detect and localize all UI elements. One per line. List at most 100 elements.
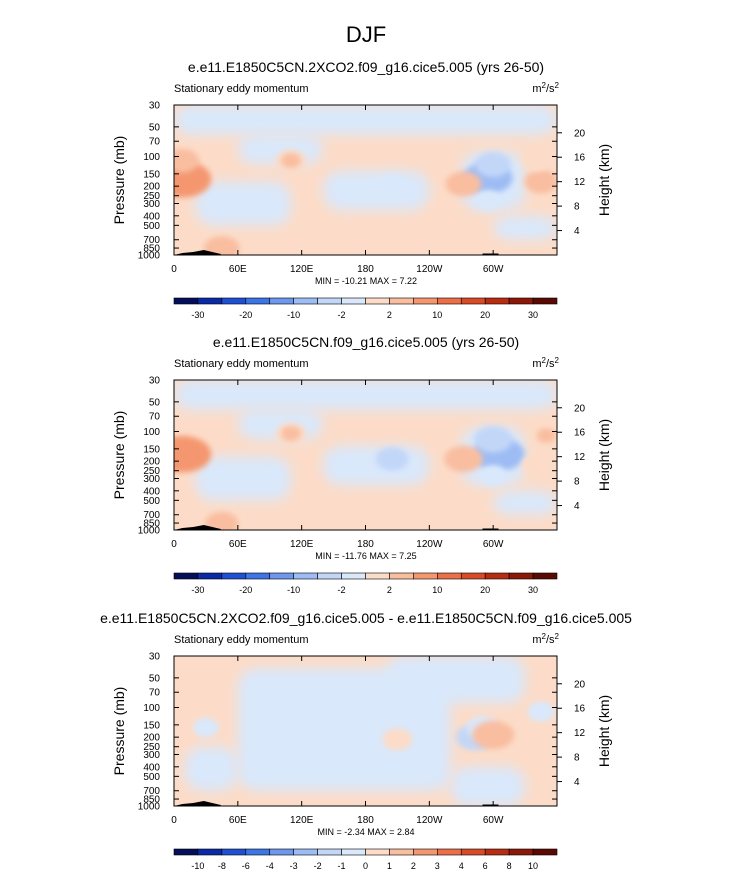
contour-feature (486, 730, 500, 740)
colorbar-label: -30 (191, 310, 204, 320)
y-tick-label: 300 (143, 474, 160, 485)
x-tick-label: 0 (171, 539, 177, 550)
colorbar-label: 3 (435, 861, 440, 871)
colorbar-swatch (508, 572, 534, 580)
colorbar-swatch (508, 848, 534, 856)
contour-feature (216, 244, 228, 253)
x-tick-label: 120E (290, 539, 314, 550)
panel-title: e.e11.E1850C5CN.2XCO2.f09_g16.cice5.005 … (188, 59, 544, 75)
y-tick-label: 400 (143, 211, 160, 222)
y-tick-label: 250 (143, 466, 160, 477)
y-tick-label: 50 (149, 122, 161, 133)
panel-title: e.e11.E1850C5CN.2XCO2.f09_g16.cice5.005 … (100, 610, 632, 626)
neutral-region (493, 490, 557, 515)
contour-feature (174, 173, 191, 185)
colorbar-label: 20 (480, 310, 490, 320)
neutral-region (322, 445, 430, 486)
colorbar-swatch (389, 572, 414, 580)
y-tick-label: 30 (149, 652, 161, 663)
colorbar-label: 4 (459, 861, 464, 871)
y-tick-label: 700 (143, 786, 160, 797)
x-tick-label: 60E (229, 815, 247, 826)
y-tick-label: 700 (143, 510, 160, 521)
contour-feature (487, 435, 500, 444)
panel-units: m2/s2 (532, 356, 559, 370)
colorbar-swatch (245, 848, 271, 856)
colorbar-swatch (221, 572, 247, 580)
x-tick-label: 60E (229, 539, 247, 550)
y-tick-label: 1000 (138, 251, 161, 262)
panel-units: m2/s2 (532, 81, 559, 95)
contour-feature (174, 448, 191, 460)
contour-feature (386, 455, 398, 463)
contour-field (174, 656, 557, 806)
colorbar-swatch (413, 848, 438, 856)
x-tick-label: 120W (416, 264, 443, 275)
colorbar-label: -30 (191, 585, 204, 595)
x-tick-label: 120W (416, 539, 443, 550)
contour-feature (174, 733, 184, 741)
colorbar-label: 0 (363, 861, 368, 871)
colorbar-swatch (173, 848, 199, 856)
contour-feature (216, 519, 228, 528)
contour-feature (457, 454, 470, 464)
height-tick-label: 16 (574, 153, 586, 164)
y2-axis-label: Height (km) (596, 144, 612, 216)
neutral-region (184, 746, 238, 791)
contour-feature (248, 246, 259, 255)
colorbar-label: 30 (528, 310, 538, 320)
x-tick-label: 60W (483, 264, 504, 275)
panel-left-label: Stationary eddy momentum (174, 634, 309, 646)
colorbar-swatch (245, 297, 271, 305)
height-tick-label: 20 (574, 679, 586, 690)
colorbar-swatch (341, 848, 366, 856)
colorbar-label: -8 (218, 861, 226, 871)
neutral-region (195, 456, 292, 501)
colorbar-swatch (221, 297, 247, 305)
y-tick-label: 300 (143, 750, 160, 761)
height-tick-label: 20 (574, 403, 586, 414)
y-tick-label: 400 (143, 762, 160, 773)
colorbar-swatch (460, 297, 486, 305)
colorbar-swatch (341, 297, 366, 305)
y-tick-label: 400 (143, 486, 160, 497)
panel-left-label: Stationary eddy momentum (174, 83, 309, 95)
colorbar-swatch (317, 848, 342, 856)
colorbar-swatch (437, 572, 462, 580)
x-tick-label: 180 (357, 539, 374, 550)
y-tick-label: 100 (143, 427, 160, 438)
contour-feature (177, 156, 188, 165)
colorbar-swatch (532, 572, 558, 580)
contour-feature (487, 160, 499, 169)
chart-panel-2: e.e11.E1850C5CN.f09_g16.cice5.005 (yrs 2… (111, 334, 612, 595)
topography-andes (482, 528, 499, 530)
colorbar-label: -3 (290, 861, 298, 871)
chart-panel-1: e.e11.E1850C5CN.2XCO2.f09_g16.cice5.005 … (111, 59, 612, 320)
colorbar-swatch (317, 297, 342, 305)
panel-left-label: Stationary eddy momentum (174, 358, 309, 370)
height-tick-label: 4 (574, 226, 580, 237)
y-tick-label: 100 (143, 152, 160, 163)
min-max-stats: MIN = -11.76 MAX = 7.25 (315, 551, 416, 561)
neutral-region (195, 181, 292, 226)
y-axis-label: Pressure (mb) (111, 136, 127, 225)
colorbar-swatch (221, 848, 247, 856)
y2-axis-label: Height (km) (596, 419, 612, 491)
colorbar-swatch (365, 297, 390, 305)
colorbar-swatch (532, 848, 558, 856)
topography-andes (482, 804, 499, 806)
colorbar-swatch (389, 848, 414, 856)
colorbar-swatch (317, 572, 342, 580)
y-tick-label: 30 (149, 101, 161, 112)
neutral-region (174, 105, 557, 135)
contour-feature (530, 461, 541, 469)
colorbar-swatch (293, 848, 318, 856)
y-tick-label: 500 (143, 221, 160, 232)
colorbar-swatch (197, 572, 223, 580)
contour-feature (536, 708, 546, 716)
y-tick-label: 50 (149, 397, 161, 408)
height-tick-label: 8 (574, 477, 580, 488)
contour-feature (387, 180, 397, 188)
